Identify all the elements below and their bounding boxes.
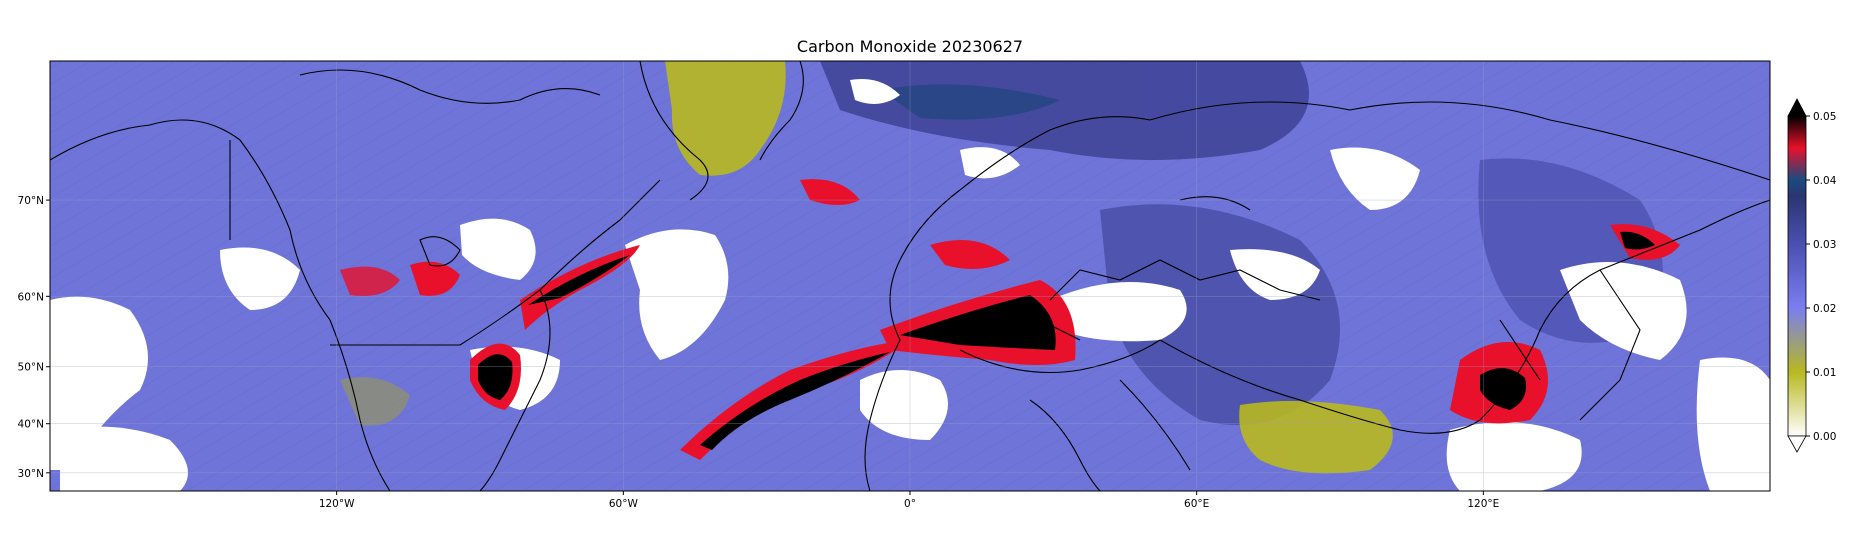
colorbar-tick-label: 0.00 [1813, 431, 1836, 443]
colorbar-extend-max [1787, 98, 1807, 117]
colorbar-ticks: 0.00 0.01 0.02 0.03 0.04 0.05 [1806, 111, 1837, 443]
lon-tick-label: 0° [904, 498, 916, 510]
colorbar-tick-label: 0.02 [1813, 303, 1836, 315]
lat-tick-label: 50°N [18, 362, 44, 374]
colorbar-tick-label: 0.04 [1813, 175, 1837, 187]
colorbar-gradient [1787, 115, 1807, 437]
lon-tick-label: 60°W [609, 498, 639, 510]
co-low-regions [340, 61, 1393, 474]
co-plumes [340, 179, 1680, 460]
graticule [50, 61, 1770, 491]
colorbar-tick-label: 0.01 [1813, 367, 1836, 379]
lat-tick-label: 30°N [18, 468, 44, 480]
colorbar-tick-label: 0.05 [1813, 111, 1836, 123]
lat-tick-label: 40°N [18, 419, 44, 431]
lat-tick-label: 70°N [18, 195, 44, 207]
longitude-ticks: 120°W 60°W 0° 60°E 120°E [319, 491, 1499, 510]
cloud-mask [50, 79, 1770, 491]
map-panel[interactable] [50, 61, 1770, 491]
latitude-ticks: 70°N 60°N 50°N 40°N 30°N [18, 195, 50, 480]
coastlines [50, 61, 1770, 491]
colorbar-extend-min [1787, 435, 1807, 453]
lat-tick-label: 60°N [18, 291, 44, 303]
colorbar: 0.00 0.01 0.02 0.03 0.04 0.05 [1787, 98, 1837, 453]
lon-tick-label: 120°E [1467, 498, 1499, 510]
colorbar-tick-label: 0.03 [1813, 239, 1836, 251]
map-title: Carbon Monoxide 20230627 [797, 37, 1023, 56]
lon-tick-label: 60°E [1184, 498, 1209, 510]
lon-tick-label: 120°W [319, 498, 355, 510]
